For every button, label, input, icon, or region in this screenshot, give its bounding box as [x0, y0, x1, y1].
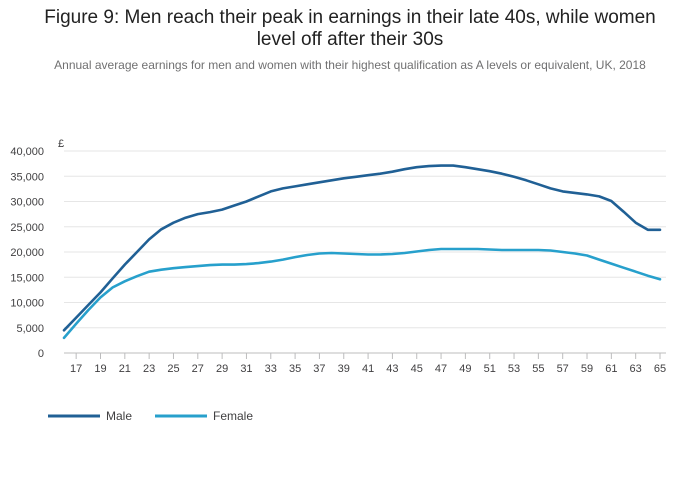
x-tick-label: 35	[289, 363, 301, 375]
series-line-female	[62, 247, 662, 340]
y-tick-label: 35,000	[10, 171, 44, 183]
x-tick-label: 31	[240, 363, 252, 375]
chart-title-line-2: level off after their 30s	[256, 29, 444, 50]
y-tick-label: 5,000	[16, 323, 44, 335]
y-axis: 0 5,000 10,000 15,000 20,000 25,000 30,000 35,0…	[10, 138, 64, 360]
x-tick-label: 55	[532, 363, 544, 375]
gridlines	[64, 150, 666, 354]
y-tick-label: 10,000	[10, 298, 44, 310]
y-tick-label: 15,000	[10, 272, 44, 284]
x-tick-label: 43	[386, 363, 398, 375]
x-tick-label: 21	[119, 363, 131, 375]
chart-title: Figure 9: Men reach their peak in earnin…	[0, 7, 700, 51]
x-tick-label: 59	[581, 363, 593, 375]
x-tick-label: 17	[70, 363, 82, 375]
y-tick-label: 40,000	[10, 146, 44, 158]
x-tick-label: 33	[265, 363, 277, 375]
x-tick-label: 19	[94, 363, 106, 375]
x-tick-label: 39	[338, 363, 350, 375]
x-tick-label: 41	[362, 363, 374, 375]
legend: Male Female	[48, 409, 253, 423]
y-tick-label: 0	[38, 348, 44, 360]
y-tick-label: 25,000	[10, 222, 44, 234]
series-line-male	[62, 164, 662, 332]
x-tick-label: 47	[435, 363, 447, 375]
x-tick-label: 29	[216, 363, 228, 375]
x-tick-label: 53	[508, 363, 520, 375]
y-tick-label: 30,000	[10, 197, 44, 209]
x-tick-label: 61	[605, 363, 617, 375]
x-tick-label: 57	[557, 363, 569, 375]
x-tick-label: 23	[143, 363, 155, 375]
x-tick-label: 37	[313, 363, 325, 375]
chart-subtitle: Annual average earnings for men and wome…	[54, 58, 646, 72]
x-tick-label: 45	[411, 363, 423, 375]
legend-label-female: Female	[213, 409, 253, 423]
x-tick-label: 25	[167, 363, 179, 375]
y-axis-unit-label: £	[58, 138, 64, 150]
chart-title-line-1: Figure 9: Men reach their peak in earnin…	[44, 7, 656, 28]
y-tick-label: 20,000	[10, 247, 44, 259]
x-tick-label: 51	[484, 363, 496, 375]
x-tick-label: 49	[459, 363, 471, 375]
x-tick-label: 65	[654, 363, 666, 375]
x-tick-label: 27	[192, 363, 204, 375]
x-tick-label: 63	[630, 363, 642, 375]
data-series	[62, 164, 662, 340]
x-axis: 17 19 21 23 25 27 29 31 33 35 37 39 41 43 45 47 49 51 53 55…	[70, 353, 666, 375]
legend-label-male: Male	[106, 409, 132, 423]
